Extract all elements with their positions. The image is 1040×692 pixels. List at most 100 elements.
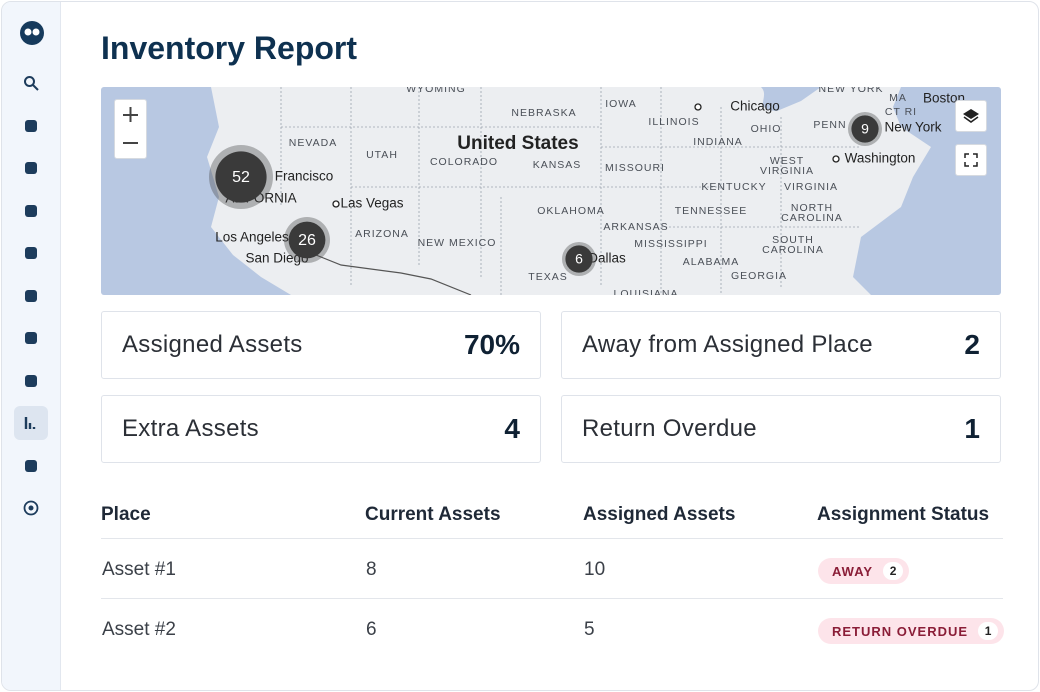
nav-icon	[25, 332, 37, 344]
state-label: MA	[889, 92, 907, 104]
nav-icon	[25, 247, 37, 259]
nav-icon	[25, 204, 37, 217]
status-badge: RETURN OVERDUE 1	[818, 618, 1005, 644]
sidebar	[2, 2, 61, 690]
state-label: NEW MEXICO	[418, 237, 497, 249]
state-label: OKLAHOMA	[537, 205, 605, 217]
stat-value: 2	[964, 329, 980, 360]
stat-label: Return Overdue	[582, 415, 757, 442]
map[interactable]: WYOMING NEBRASKA IOWA Chicago ILLINOIS OHIO NE…	[101, 87, 1001, 295]
zoom-out-button[interactable]	[115, 129, 146, 158]
map-cluster[interactable]: 6	[562, 242, 596, 276]
icon-shape	[25, 247, 37, 259]
stat-card: Away from Assigned Place 2	[561, 311, 1001, 379]
state-label: VIRGINIA	[760, 165, 814, 177]
layers-icon	[963, 109, 979, 123]
status-text: RETURN OVERDUE	[832, 623, 969, 639]
page-title: Inventory Report	[101, 30, 358, 66]
stat-card: Assigned Assets 70%	[101, 311, 541, 379]
table-cell: 5	[584, 619, 595, 640]
icon-shape	[32, 84, 39, 91]
nav-item[interactable]	[14, 491, 48, 525]
state-label: WEST	[770, 155, 804, 167]
nav-item[interactable]	[14, 406, 48, 440]
table-cell: Asset #1	[102, 559, 176, 580]
state-label: MISSISSIPPI	[634, 238, 707, 250]
state-label: ILLINOIS	[648, 116, 699, 128]
column-header: Current Assets	[365, 504, 501, 525]
status-count: 2	[883, 562, 904, 580]
icon-shape	[25, 374, 37, 387]
city-dot	[332, 200, 340, 208]
fullscreen-button[interactable]	[955, 144, 987, 176]
nav-icon	[25, 459, 37, 472]
map-cluster[interactable]: 26	[284, 217, 330, 263]
stat-card: Extra Assets 4	[101, 395, 541, 463]
map-cluster[interactable]: 9	[848, 112, 882, 146]
map-cluster[interactable]: 52	[209, 145, 273, 209]
stat-label: Away from Assigned Place	[582, 331, 873, 358]
stat-card: Return Overdue 1	[561, 395, 1001, 463]
state-label: ARIZONA	[355, 228, 409, 240]
nav-item[interactable]	[14, 364, 48, 398]
nav-icon	[23, 500, 39, 516]
cluster-core	[288, 221, 326, 259]
city-label: Washington	[845, 151, 916, 166]
stat-value: 70%	[463, 329, 520, 360]
state-label: NEW YORK	[819, 87, 884, 95]
table-cell: 10	[584, 559, 606, 580]
state-label: LOUISIANA	[613, 288, 678, 295]
cluster-core	[215, 151, 267, 203]
state-label: ARKANSAS	[603, 221, 668, 233]
stat-value: 4	[504, 413, 520, 444]
state-borders	[280, 87, 861, 295]
country-border	[315, 254, 472, 295]
city-label: Las Vegas	[340, 196, 403, 211]
nav-item[interactable]	[14, 109, 48, 143]
nav-icon	[25, 289, 37, 302]
map-canvas[interactable]: WYOMING NEBRASKA IOWA Chicago ILLINOIS OHIO NE…	[101, 87, 1001, 295]
table-cell: 8	[366, 559, 377, 580]
state-label: VIRGINIA	[784, 181, 838, 193]
cluster-count: 9	[861, 121, 869, 137]
icon-shape	[25, 162, 37, 174]
cluster-count: 52	[232, 169, 250, 186]
table-cell: 6	[366, 619, 377, 640]
state-label: OHIO	[751, 123, 782, 135]
column-header: Assignment Status	[817, 504, 990, 525]
state-label: CT RI	[885, 106, 917, 118]
state-label: KANSAS	[533, 159, 582, 171]
cluster-core	[565, 245, 593, 273]
stat-value: 1	[964, 413, 980, 444]
logo[interactable]	[18, 18, 46, 50]
state-label: SOUTH	[772, 234, 814, 246]
layers-button[interactable]	[955, 100, 987, 132]
state-label: MISSOURI	[605, 162, 665, 174]
city-label: Chicago	[730, 99, 780, 114]
icon-shape	[25, 459, 37, 472]
stat-label: Assigned Assets	[122, 331, 303, 358]
nav-item[interactable]	[14, 236, 48, 270]
state-label: UTAH	[366, 149, 398, 161]
nav-item[interactable]	[14, 66, 48, 100]
icon-shape	[25, 204, 37, 217]
country-label: United States	[457, 133, 578, 154]
nav-item[interactable]	[14, 449, 48, 483]
city-label: Los Angeles	[215, 230, 289, 245]
table-cell: Asset #2	[102, 619, 176, 640]
city-label: Dallas	[588, 251, 626, 266]
cluster-count: 6	[575, 251, 583, 267]
zoom-in-button[interactable]	[115, 100, 146, 129]
atlantic-ocean	[853, 87, 1001, 295]
column-header: Assigned Assets	[583, 504, 736, 525]
state-label: NEVADA	[289, 137, 337, 149]
nav-item[interactable]	[14, 321, 48, 355]
nav-item[interactable]	[14, 194, 48, 228]
column-header: Place	[101, 504, 151, 525]
nav-item[interactable]	[14, 151, 48, 185]
state-label: GEORGIA	[731, 270, 787, 282]
nav-item[interactable]	[14, 279, 48, 313]
pacific-ocean	[101, 87, 291, 295]
state-label: INDIANA	[693, 136, 743, 148]
